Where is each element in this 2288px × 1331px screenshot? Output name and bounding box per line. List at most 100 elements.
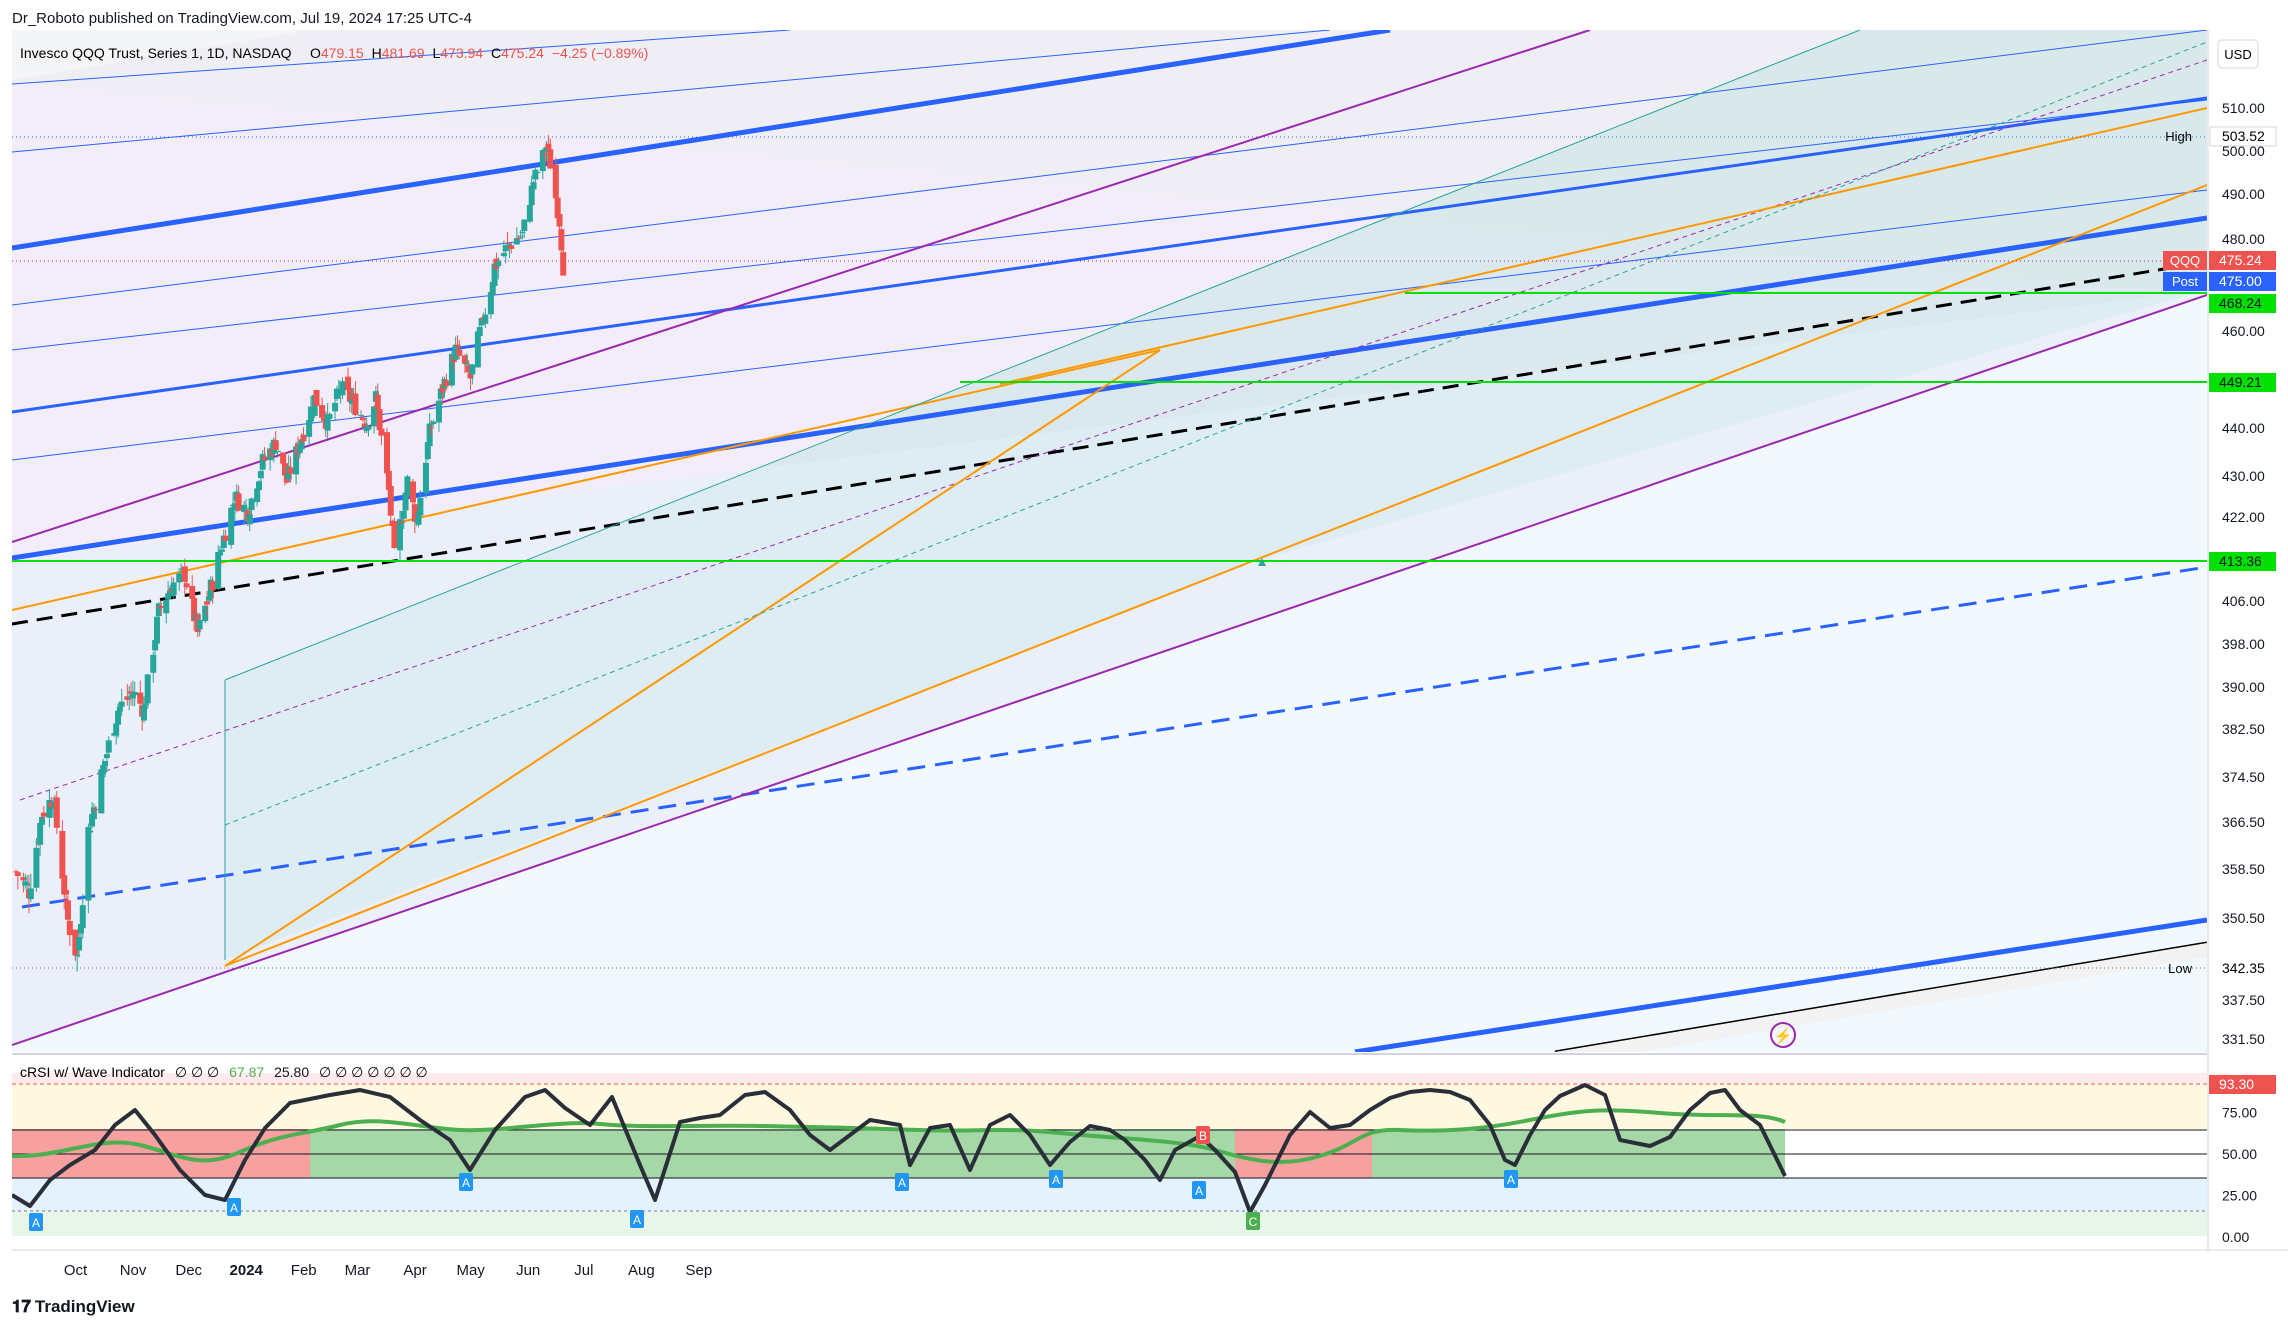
candle-body bbox=[61, 875, 68, 895]
candle-body bbox=[13, 871, 19, 873]
osc-tick-label: 50.00 bbox=[2222, 1146, 2257, 1162]
fan-line[interactable] bbox=[12, 30, 2207, 306]
candle-body bbox=[519, 231, 526, 233]
candle-body bbox=[358, 415, 365, 417]
level2-tag bbox=[2209, 373, 2276, 392]
lower-gray-fill bbox=[1555, 943, 2207, 1052]
blue-channel-top[interactable] bbox=[12, 30, 1391, 251]
candle-body bbox=[218, 549, 225, 552]
price-tick-label: 510.00 bbox=[2222, 100, 2265, 116]
price-tick-label: 331.50 bbox=[2222, 1031, 2265, 1047]
teal-dashed-line[interactable] bbox=[224, 41, 2207, 826]
candle-body bbox=[547, 149, 554, 169]
osc-signals: A A A A A A A B C A bbox=[29, 1126, 1518, 1231]
signal-marker[interactable] bbox=[1246, 1212, 1260, 1230]
candle-body bbox=[487, 292, 494, 315]
candle-body bbox=[398, 522, 405, 524]
price-tick-label: 422.00 bbox=[2222, 509, 2265, 525]
tradingview-logo[interactable]: 𝟏𝟕 TradingView bbox=[12, 1297, 135, 1317]
candle-body bbox=[155, 603, 162, 617]
candle-body bbox=[378, 428, 385, 436]
candle-body bbox=[482, 314, 489, 324]
candle-body bbox=[74, 955, 81, 957]
candle-body bbox=[98, 769, 105, 814]
candle-body bbox=[280, 452, 287, 464]
price-axis[interactable] bbox=[2209, 30, 2288, 1250]
candle-body bbox=[313, 389, 320, 406]
fan-line[interactable] bbox=[12, 30, 1331, 153]
candle-body bbox=[428, 427, 435, 429]
candle-body bbox=[532, 169, 539, 180]
candle-body bbox=[204, 601, 211, 605]
candle-body bbox=[374, 394, 381, 409]
signal-marker[interactable] bbox=[1192, 1181, 1206, 1199]
candle-body bbox=[474, 331, 481, 368]
candle-body bbox=[257, 471, 264, 479]
signal-marker[interactable] bbox=[1196, 1126, 1210, 1144]
purple-channel-bottom[interactable] bbox=[12, 294, 2207, 1046]
candle-body bbox=[153, 616, 160, 644]
signal-marker[interactable] bbox=[227, 1198, 241, 1216]
candle-body bbox=[426, 423, 433, 447]
signal-label: A bbox=[1052, 1173, 1060, 1187]
low-pivot-marker bbox=[1258, 558, 1266, 566]
candle-body bbox=[116, 706, 123, 712]
candle-body bbox=[417, 497, 424, 516]
candle-body bbox=[298, 439, 305, 450]
candle-body bbox=[506, 243, 513, 247]
fan-line[interactable] bbox=[12, 30, 791, 85]
candle-body bbox=[254, 488, 261, 503]
signal-marker[interactable] bbox=[895, 1173, 909, 1191]
candle-body bbox=[361, 423, 368, 428]
candle-body bbox=[217, 552, 224, 556]
purple-channel-fill bbox=[12, 30, 2207, 1045]
low-label: Low bbox=[2168, 961, 2192, 976]
orange-line-2[interactable] bbox=[999, 107, 2207, 385]
time-axis[interactable]: Oct Nov Dec 2024 Feb Mar Apr May Jun Jul Aug Sep bbox=[64, 1262, 712, 1279]
teal-line[interactable] bbox=[224, 30, 1861, 681]
signal-marker[interactable] bbox=[630, 1210, 644, 1228]
candle-body bbox=[53, 797, 60, 828]
orange-line-1[interactable] bbox=[12, 349, 1161, 611]
candle-body bbox=[166, 590, 173, 597]
price-tick-label: 430.00 bbox=[2222, 468, 2265, 484]
candle-body bbox=[476, 327, 483, 336]
candle-body bbox=[422, 462, 429, 494]
signal-marker[interactable] bbox=[29, 1213, 43, 1231]
candle-body bbox=[521, 219, 528, 232]
blue-dashed-line[interactable] bbox=[21, 565, 2207, 909]
candle-body bbox=[415, 513, 422, 525]
black-dashed-midline[interactable] bbox=[12, 266, 2171, 626]
currency-box[interactable] bbox=[2217, 39, 2259, 69]
signal-marker[interactable] bbox=[1504, 1170, 1518, 1188]
candle-body bbox=[489, 282, 496, 295]
candle-body bbox=[326, 413, 333, 419]
oscillator-pane[interactable] bbox=[12, 1073, 2207, 1236]
fan-line[interactable] bbox=[12, 99, 2207, 351]
blue-channel-mid[interactable] bbox=[12, 96, 2207, 414]
blue-channel-bottom[interactable] bbox=[1354, 917, 2207, 1052]
candle-body bbox=[48, 803, 55, 808]
candle-body bbox=[144, 674, 151, 704]
time-tick-label: Feb bbox=[291, 1262, 317, 1279]
signal-marker[interactable] bbox=[1049, 1170, 1063, 1188]
candle-body bbox=[228, 507, 235, 545]
time-tick-label: Jun bbox=[516, 1262, 540, 1279]
purple-channel-top[interactable] bbox=[12, 30, 1591, 543]
publisher-line: Dr_Roboto published on TradingView.com, … bbox=[12, 10, 472, 27]
qqq-label: QQQ bbox=[2170, 253, 2200, 268]
orange-line-4[interactable] bbox=[224, 184, 2207, 967]
signal-marker[interactable] bbox=[459, 1173, 473, 1191]
orange-line-3[interactable] bbox=[224, 349, 1161, 967]
candle-body bbox=[126, 696, 133, 698]
blue-channel-median[interactable] bbox=[12, 215, 2207, 561]
purple-dashed-line[interactable] bbox=[19, 59, 2207, 801]
candle-body bbox=[150, 654, 157, 673]
event-marker-circle[interactable] bbox=[1770, 1022, 1796, 1048]
price-tick-label: 398.00 bbox=[2222, 636, 2265, 652]
signal-label: A bbox=[32, 1216, 40, 1230]
candle-body bbox=[402, 492, 409, 511]
low-tag bbox=[2210, 959, 2276, 978]
price-tick-label: 460.00 bbox=[2222, 323, 2265, 339]
